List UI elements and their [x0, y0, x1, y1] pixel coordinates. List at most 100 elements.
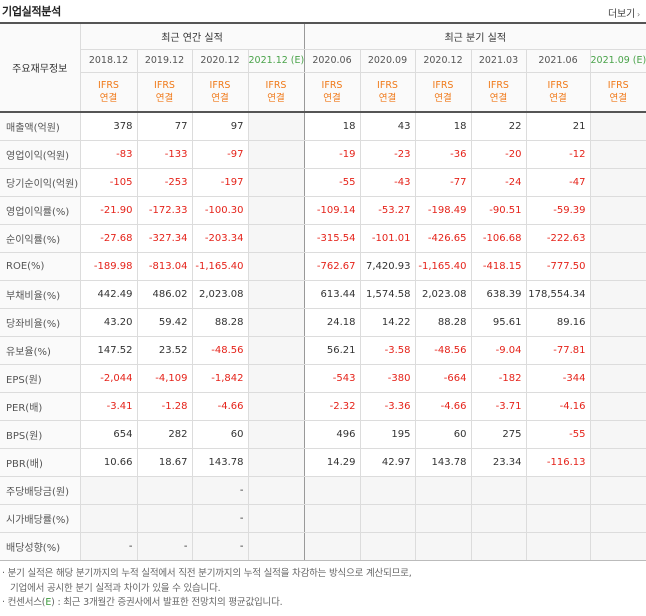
ifrs-badge: IFRS 연결	[359, 71, 416, 113]
table-cell	[589, 279, 646, 309]
table-cell: -253	[136, 167, 193, 197]
table-cell: 178,554.34	[525, 279, 591, 309]
table-cell: 14.29	[303, 447, 361, 477]
table-cell: -97	[191, 139, 249, 169]
period-header: 2021.03	[470, 48, 527, 73]
ifrs-badge: IFRS 연결	[247, 71, 305, 113]
consolidated-label: 연결	[549, 92, 567, 104]
ifrs-label: IFRS	[209, 79, 231, 91]
consolidated-label: 연결	[211, 92, 229, 104]
period-header: 2020.12	[191, 48, 249, 73]
table-cell: 14.22	[359, 307, 416, 337]
table-cell: -19	[303, 139, 361, 169]
table-cell: 77	[136, 111, 193, 141]
table-cell: -77.81	[525, 335, 591, 365]
period-header: 2020.12	[414, 48, 472, 73]
table-cell	[470, 475, 527, 505]
table-cell: -	[136, 531, 193, 561]
table-cell: -1,165.40	[191, 251, 249, 281]
table-cell	[247, 279, 305, 309]
table-cell: 22	[470, 111, 527, 141]
table-cell	[589, 419, 646, 449]
table-cell: 275	[470, 419, 527, 449]
table-cell: -198.49	[414, 195, 472, 225]
row-label: 배당성향(%)	[0, 531, 81, 561]
table-cell: -4.66	[191, 391, 249, 421]
table-cell: -203.34	[191, 223, 249, 253]
table-cell: -664	[414, 363, 472, 393]
table-row: 순이익률(%) -27.68 -327.34 -203.34 -315.54 -101.0…	[0, 223, 646, 253]
footnote-2: 기업에서 공시한 분기 실적과 차이가 있을 수 있습니다.	[2, 582, 412, 597]
footnote-1: · 분기 실적은 해당 분기까지의 누적 실적에서 직전 분기까지의 누적 실적…	[2, 568, 412, 579]
table-cell	[414, 503, 472, 533]
table-cell	[359, 503, 416, 533]
ifrs-label: IFRS	[154, 79, 175, 91]
table-cell: -4,109	[136, 363, 193, 393]
table-cell: 486.02	[136, 279, 193, 309]
table-cell: -197	[191, 167, 249, 197]
table-cell: -109.14	[303, 195, 361, 225]
table-row: 배당성향(%) - - -	[0, 531, 646, 561]
table-cell: -9.04	[470, 335, 527, 365]
table-row: 당기순이익(억원) -105 -253 -197 -55 -43 -77 -24 -47	[0, 167, 646, 197]
table-cell: -48.56	[191, 335, 249, 365]
footnote-2-text: 기업에서 공시한 분기 실적과 차이가 있을 수 있습니다.	[10, 582, 221, 594]
table-cell	[589, 447, 646, 477]
row-label: 부채비율(%)	[0, 279, 81, 309]
table-cell	[589, 195, 646, 225]
table-cell	[589, 223, 646, 253]
consolidated-label: 연결	[378, 92, 397, 104]
row-label: 시가배당률(%)	[0, 503, 81, 533]
table-cell	[79, 475, 138, 505]
table-cell: -24	[470, 167, 527, 197]
consolidated-label: 연결	[609, 92, 627, 104]
table-cell: 2,023.08	[191, 279, 249, 309]
table-cell	[247, 335, 305, 365]
table-row: 시가배당률(%) -	[0, 503, 646, 533]
table-cell	[247, 139, 305, 169]
more-link[interactable]: 더보기 ›	[608, 5, 640, 20]
table-cell: 18	[414, 111, 472, 141]
table-cell: -189.98	[79, 251, 138, 281]
table-cell: -380	[359, 363, 416, 393]
table-cell: -762.67	[303, 251, 361, 281]
table-cell	[525, 475, 591, 505]
table-cell: -101.01	[359, 223, 416, 253]
table-cell: -418.15	[470, 251, 527, 281]
table-row: 당좌비율(%) 43.20 59.42 88.28 24.18 14.22 88.28 95.…	[0, 307, 646, 337]
table-cell	[247, 475, 305, 505]
table-cell	[589, 251, 646, 281]
table-row: 주당배당금(원) -	[0, 475, 646, 505]
table-cell: -55	[303, 167, 361, 197]
table-row: 영업이익(억원) -83 -133 -97 -19 -23 -36 -20 -12	[0, 139, 646, 169]
table-cell	[414, 475, 472, 505]
table-cell: 24.18	[303, 307, 361, 337]
table-cell	[247, 391, 305, 421]
table-cell	[589, 139, 646, 169]
table-cell: -1.28	[136, 391, 193, 421]
ifrs-badge: IFRS 연결	[589, 71, 646, 113]
table-cell	[589, 335, 646, 365]
ifrs-label: IFRS	[607, 79, 629, 91]
table-cell	[303, 475, 361, 505]
ifrs-badge: IFRS 연결	[80, 71, 138, 113]
table-cell: -777.50	[525, 251, 591, 281]
table-cell: 95.61	[470, 307, 527, 337]
period-header: 2018.12	[80, 48, 138, 73]
table-cell: -12	[525, 139, 591, 169]
table-cell: -21.90	[79, 195, 138, 225]
row-label: ROE(%)	[0, 251, 81, 281]
table-cell: -133	[136, 139, 193, 169]
table-cell	[589, 475, 646, 505]
table-cell: 7,420.93	[359, 251, 416, 281]
table-cell: 143.78	[191, 447, 249, 477]
table-cell: 496	[303, 419, 361, 449]
period-header: 2021.06	[525, 48, 591, 73]
table-cell: -543	[303, 363, 361, 393]
ifrs-label: IFRS	[321, 79, 343, 91]
table-cell	[79, 503, 138, 533]
table-cell	[247, 531, 305, 561]
table-cell	[247, 363, 305, 393]
table-cell	[359, 475, 416, 505]
table-cell: -23	[359, 139, 416, 169]
